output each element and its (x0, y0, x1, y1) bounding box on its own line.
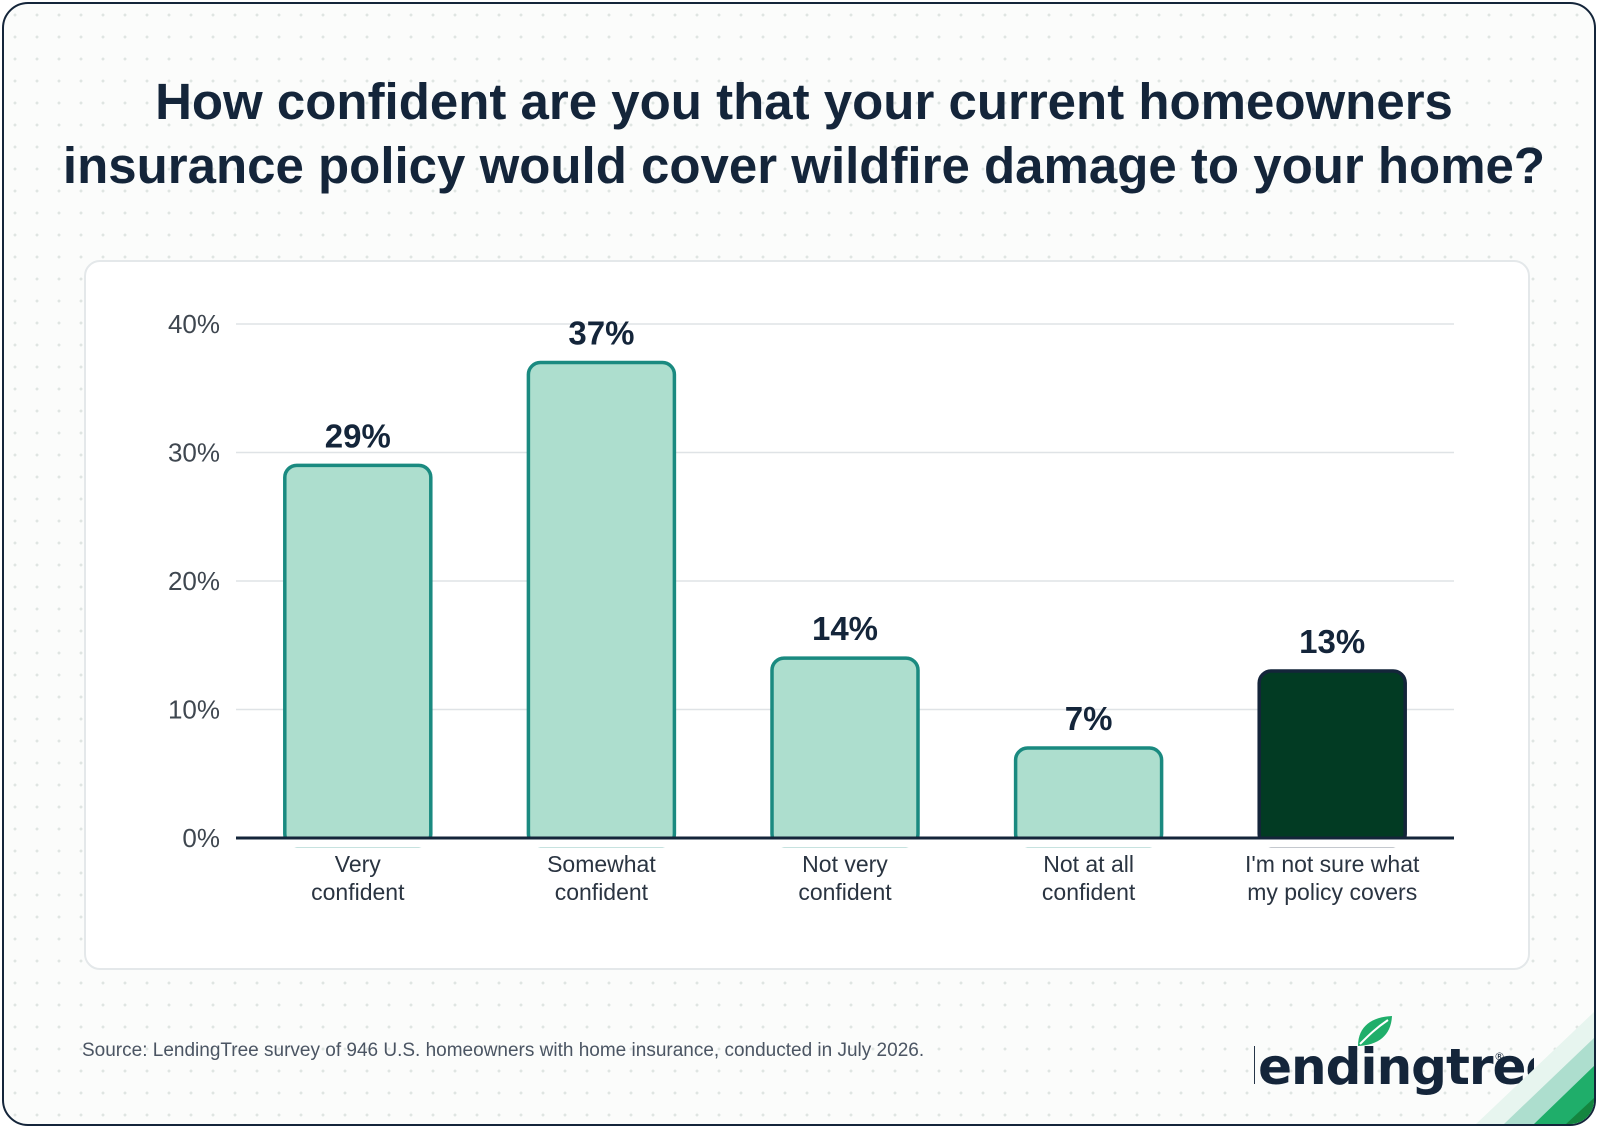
bar (1013, 746, 1164, 848)
bar (770, 656, 920, 848)
bar-layer (234, 360, 1456, 848)
x-tick-label: confident (311, 879, 405, 905)
bar-chart: 0%10%20%30%40%29%Veryconfident37%Somewha… (168, 309, 1456, 905)
x-tick-label: confident (555, 879, 649, 905)
x-tick-label: Not at all (1043, 851, 1134, 877)
lendingtree-logo: lendingtree ® (1254, 1016, 1534, 1096)
bar (283, 463, 433, 848)
corner-stripes (1476, 1012, 1594, 1124)
text-layer: 0%10%20%30%40%29%Veryconfident37%Somewha… (168, 309, 1420, 905)
y-tick-label: 0% (182, 823, 220, 853)
x-tick-label: I'm not sure what (1245, 851, 1420, 877)
x-tick-label: Very (335, 851, 382, 877)
data-label: 14% (812, 610, 878, 647)
y-tick-label: 10% (168, 695, 220, 725)
x-tick-label: confident (1042, 879, 1136, 905)
x-tick-label: Not very (802, 851, 888, 877)
source-note: Source: LendingTree survey of 946 U.S. h… (82, 1040, 925, 1061)
data-label: 13% (1299, 623, 1365, 660)
y-tick-label: 30% (168, 438, 220, 468)
x-tick-label: Somewhat (547, 851, 656, 877)
data-label: 29% (325, 417, 391, 454)
baseline-mask (234, 839, 1456, 848)
registered-mark: ® (1494, 1050, 1505, 1063)
grid-layer (236, 323, 1454, 711)
x-tick-label: confident (798, 879, 892, 905)
data-label: 7% (1065, 700, 1113, 737)
bar (526, 360, 677, 848)
y-tick-label: 20% (168, 566, 220, 596)
chart-title: How confident are you that your current … (62, 73, 1546, 194)
bar (1257, 669, 1407, 848)
logo-wordmark: lendingtree (1254, 1038, 1534, 1096)
x-tick-label: my policy covers (1247, 879, 1417, 905)
y-tick-label: 40% (168, 309, 220, 339)
data-label: 37% (568, 315, 634, 352)
leaf-vein (1359, 1019, 1389, 1045)
